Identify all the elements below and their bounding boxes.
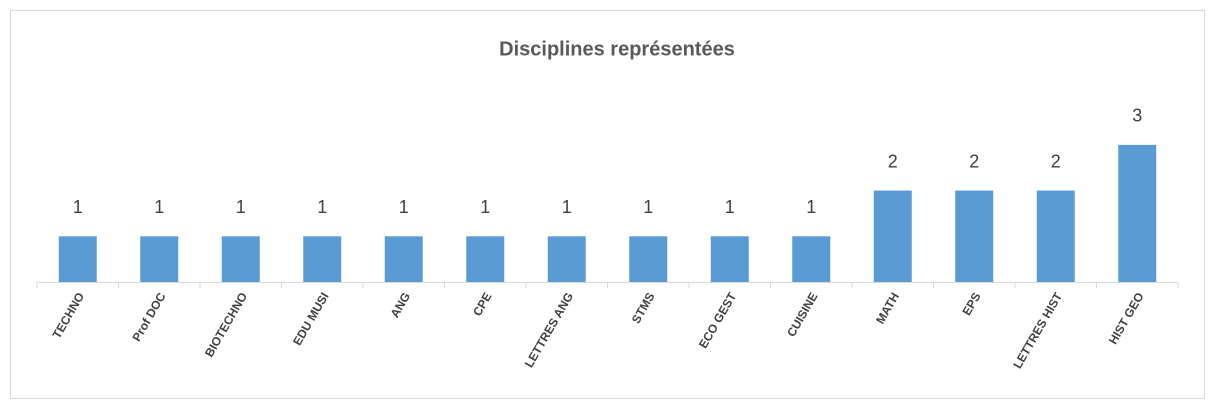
data-label: 1 bbox=[317, 197, 327, 217]
data-label: 1 bbox=[806, 197, 816, 217]
bar bbox=[140, 236, 179, 282]
bar bbox=[58, 236, 97, 282]
bar bbox=[384, 236, 423, 282]
bar bbox=[303, 236, 342, 282]
bar bbox=[466, 236, 505, 282]
data-label: 1 bbox=[236, 197, 246, 217]
bar bbox=[710, 236, 749, 282]
chart-title: Disciplines représentées bbox=[499, 38, 735, 60]
data-label: 3 bbox=[1132, 106, 1142, 126]
bar bbox=[955, 190, 994, 282]
bar bbox=[629, 236, 668, 282]
data-label: 1 bbox=[480, 197, 490, 217]
bar bbox=[221, 236, 260, 282]
data-label: 1 bbox=[399, 197, 409, 217]
bar bbox=[547, 236, 586, 282]
bar bbox=[873, 190, 912, 282]
data-label: 1 bbox=[725, 197, 735, 217]
chart-frame bbox=[10, 10, 1205, 399]
data-label: 2 bbox=[969, 151, 979, 171]
data-label: 1 bbox=[154, 197, 164, 217]
data-label: 1 bbox=[643, 197, 653, 217]
data-label: 2 bbox=[1051, 151, 1061, 171]
data-label: 2 bbox=[888, 151, 898, 171]
data-label: 1 bbox=[73, 197, 83, 217]
bar bbox=[792, 236, 831, 282]
data-label: 1 bbox=[562, 197, 572, 217]
bar bbox=[1118, 144, 1157, 282]
bar bbox=[1036, 190, 1075, 282]
